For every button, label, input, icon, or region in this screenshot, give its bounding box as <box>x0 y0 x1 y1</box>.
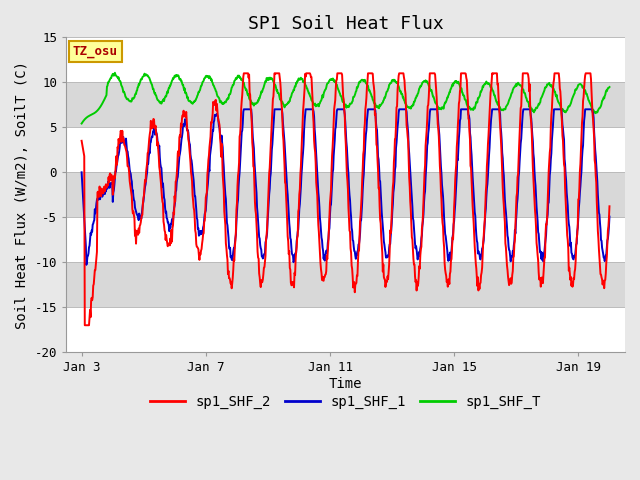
Legend: sp1_SHF_2, sp1_SHF_1, sp1_SHF_T: sp1_SHF_2, sp1_SHF_1, sp1_SHF_T <box>144 389 547 415</box>
Bar <box>66 262 625 307</box>
Bar <box>66 127 625 172</box>
Bar <box>66 37 625 82</box>
X-axis label: Time: Time <box>329 377 362 391</box>
Bar <box>66 307 625 352</box>
Bar <box>66 82 625 127</box>
Bar <box>66 217 625 262</box>
Y-axis label: Soil Heat Flux (W/m2), SoilT (C): Soil Heat Flux (W/m2), SoilT (C) <box>15 61 29 329</box>
Text: TZ_osu: TZ_osu <box>73 45 118 58</box>
Bar <box>66 172 625 217</box>
Title: SP1 Soil Heat Flux: SP1 Soil Heat Flux <box>248 15 444 33</box>
